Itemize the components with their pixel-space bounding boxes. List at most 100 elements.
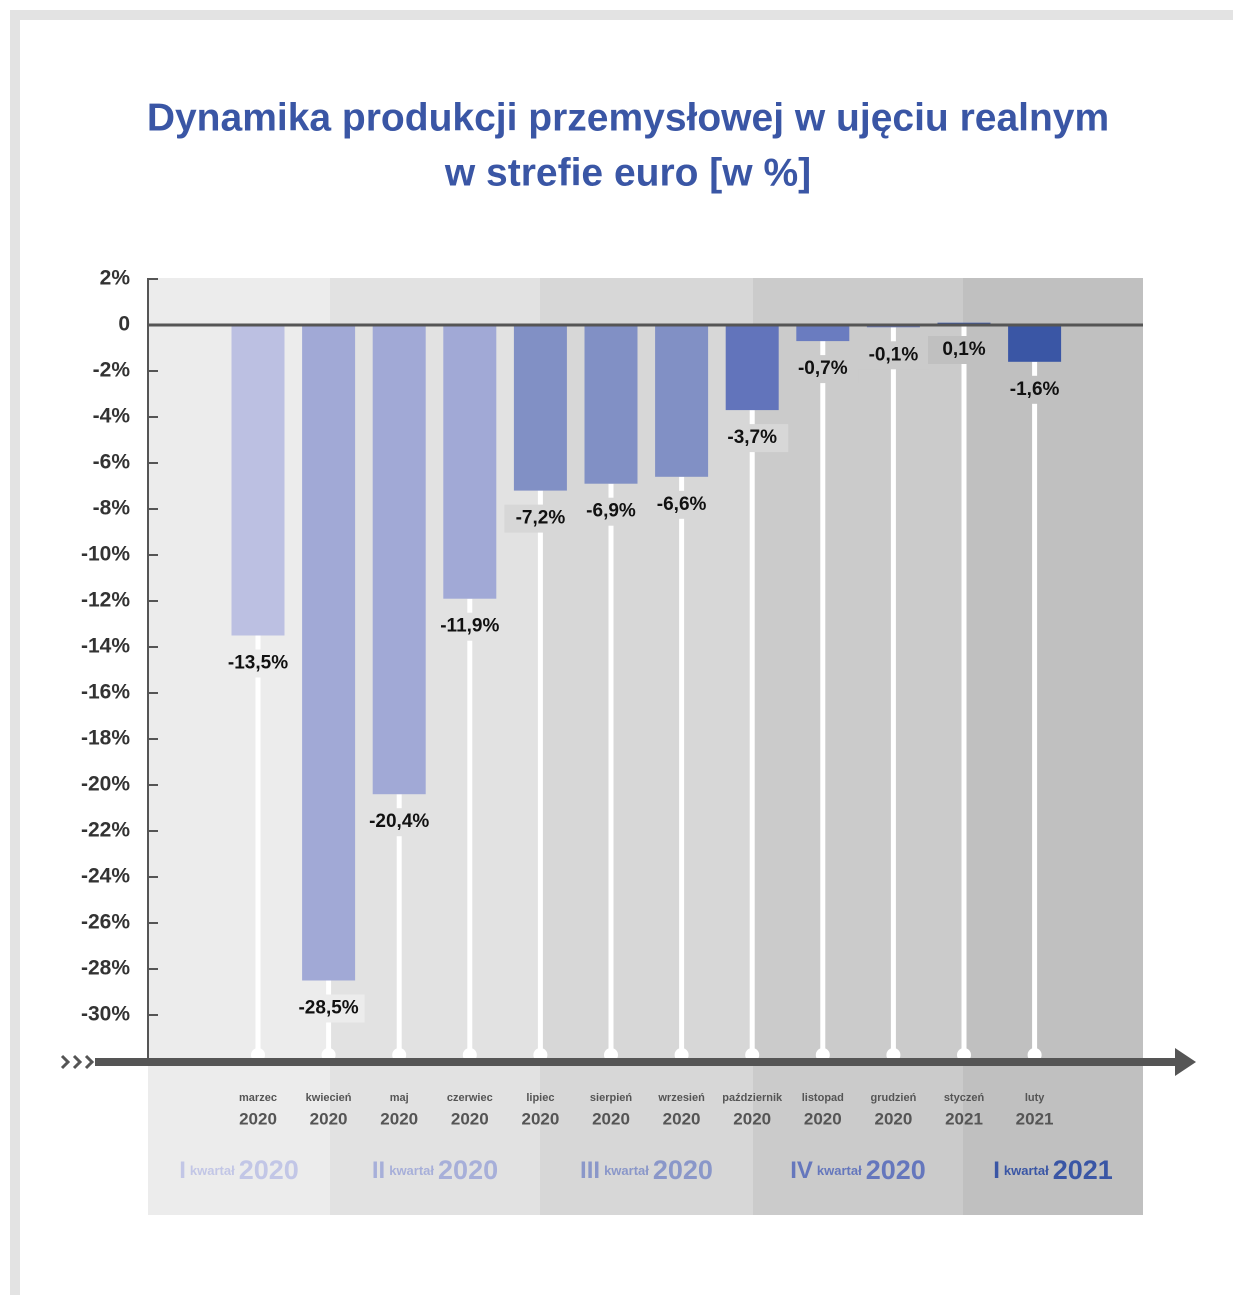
quarter-band [753,278,963,1215]
y-tick-label: -4% [93,405,131,428]
quarter-year: 2020 [653,1155,713,1185]
y-tick-label: 2% [100,267,131,290]
value-label: -20,4% [369,811,429,832]
quarter-word: kwartał [190,1163,235,1178]
quarter-year: 2020 [866,1155,926,1185]
x-tick-label: luty [1025,1092,1045,1104]
quarter-label: IV kwartał 2020 [790,1155,926,1185]
bar [513,325,567,491]
y-tick-label: -24% [81,865,130,888]
quarter-band [963,278,1143,1215]
y-tick-label: -12% [81,589,130,612]
x-tick-label: czerwiec [447,1092,493,1104]
frame-top [10,10,1233,20]
quarter-year: 2021 [1053,1155,1113,1185]
x-tick-year: 2020 [733,1109,771,1128]
value-label-bg [928,336,1000,364]
y-tick-label: -2% [93,359,131,382]
quarter-label: II kwartał 2020 [372,1155,498,1185]
x-tick-year: 2020 [663,1109,701,1128]
y-tick-label: -14% [81,635,130,658]
value-label: -11,9% [440,616,499,637]
value-label: -13,5% [228,653,288,674]
x-tick-label: wrzesień [657,1092,705,1104]
y-tick-label: -10% [81,543,130,566]
x-tick-label: lipiec [526,1092,554,1104]
y-tick-label: -28% [81,957,130,980]
x-tick-year: 2020 [239,1109,277,1128]
value-label: 0,1% [942,339,985,360]
value-label-bg [433,612,506,641]
y-tick-label: -26% [81,911,130,934]
quarter-word: kwartał [604,1163,649,1178]
y-tick-label: -6% [93,451,131,474]
y-tick-label: -18% [81,727,130,750]
frame-left [10,10,20,1295]
quarter-word: kwartał [1004,1163,1049,1178]
quarter-numeral: III [580,1157,600,1184]
bar [584,325,638,484]
bar [302,325,356,981]
quarter-word: kwartał [817,1163,862,1178]
x-tick-label: sierpień [590,1092,632,1104]
value-label: -28,5% [298,998,358,1019]
quarter-year: 2020 [438,1155,498,1185]
value-label-bg [857,341,930,370]
value-label: -3,7% [727,427,777,448]
x-tick-year: 2020 [380,1109,418,1128]
value-label: -1,6% [1010,379,1060,400]
chevrons [60,1054,95,1070]
value-label-bg [504,504,577,533]
value-label-bg [786,355,859,384]
bar [655,325,709,477]
x-tick-label: kwiecień [306,1092,352,1104]
quarter-band [330,278,540,1215]
bar [443,325,497,599]
y-tick-label: -16% [81,681,130,704]
x-tick-year: 2020 [521,1109,559,1128]
bar [1008,325,1062,362]
y-tick-label: -22% [81,819,130,842]
bar [796,325,850,342]
value-label: -6,6% [657,494,707,515]
value-label-bg [363,808,436,837]
value-label-bg [998,375,1071,404]
value-label: -7,2% [516,508,566,529]
quarter-year: 2020 [239,1155,299,1185]
x-tick-label: maj [390,1092,409,1104]
x-tick-year: 2021 [945,1109,983,1128]
value-label-bg [292,994,365,1023]
bar [372,325,426,795]
value-label-bg [222,649,294,678]
y-tick-label: -30% [81,1003,130,1026]
value-label: -0,7% [798,358,848,379]
quarter-label: III kwartał 2020 [580,1155,713,1185]
x-tick-label: styczeń [944,1092,985,1104]
x-tick-label: grudzień [870,1092,916,1104]
value-label: -0,1% [869,344,919,365]
value-label-bg [716,424,789,453]
bar [725,325,779,411]
y-tick-label: -20% [81,773,130,796]
y-tick-label: -8% [93,497,131,520]
x-tick-year: 2020 [592,1109,630,1128]
quarter-numeral: II [372,1157,385,1184]
bar [231,325,285,636]
x-axis-arrow [1175,1048,1196,1076]
x-tick-label: listopad [802,1092,844,1104]
value-label: -6,9% [586,501,636,522]
quarter-numeral: I [993,1157,1000,1184]
x-tick-label: marzec [239,1092,277,1104]
x-tick-year: 2020 [874,1109,912,1128]
quarter-band [540,278,753,1215]
chart-title: Dynamika produkcji przemysłowej w ujęciu… [147,96,1109,139]
quarter-word: kwartał [389,1163,434,1178]
x-tick-year: 2020 [310,1109,348,1128]
x-tick-label: październik [722,1092,783,1104]
quarter-numeral: IV [790,1157,813,1184]
chart-title: w strefie euro [w %] [444,151,811,194]
value-label-bg [645,490,718,519]
